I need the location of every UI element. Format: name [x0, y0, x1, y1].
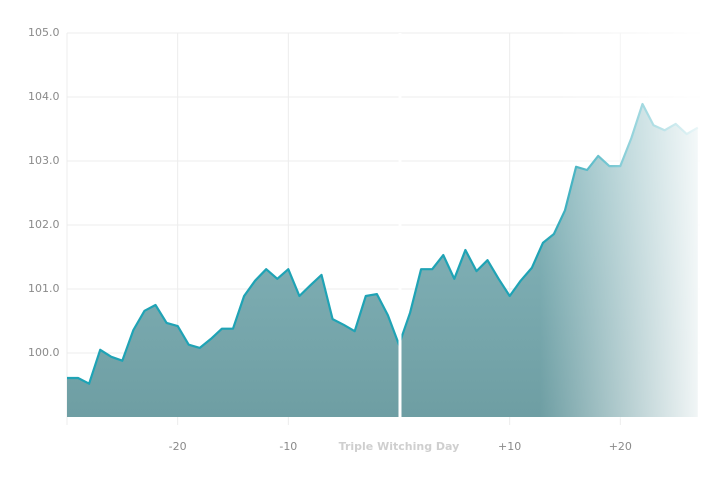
y-tick-label: 103.0 — [28, 154, 60, 167]
x-tick-label: -10 — [279, 440, 297, 453]
x-tick-label: -20 — [169, 440, 187, 453]
x-tick-label: +20 — [609, 440, 632, 453]
y-tick-label: 104.0 — [28, 90, 60, 103]
y-tick-label: 101.0 — [28, 282, 60, 295]
y-tick-label: 102.0 — [28, 218, 60, 231]
y-tick-label: 105.0 — [28, 26, 60, 39]
y-tick-label: 100.0 — [28, 346, 60, 359]
fade-overlay — [540, 0, 701, 419]
x-tick-label: Triple Witching Day — [339, 440, 460, 453]
x-tick-label: +10 — [498, 440, 521, 453]
